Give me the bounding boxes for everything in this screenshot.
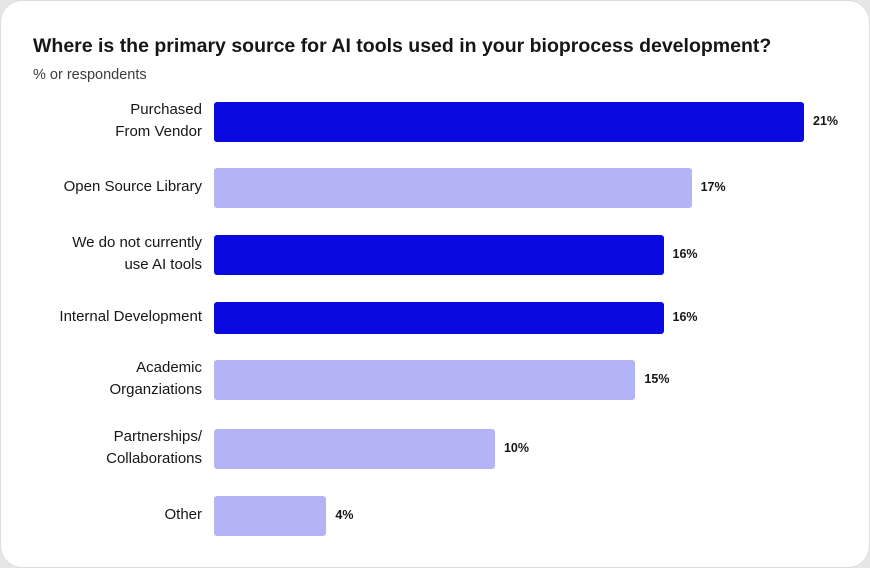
value-label: 17% [700, 180, 726, 194]
category-label-line: We do not currently [72, 234, 202, 251]
category-label-line: From Vendor [115, 123, 202, 140]
value-label: 16% [672, 310, 698, 324]
category-label: We do not currently use AI tools [12, 232, 202, 276]
category-label: Purchased From Vendor [12, 99, 202, 143]
category-label-line: use AI tools [124, 256, 202, 273]
category-label-line: Other [164, 506, 202, 523]
bar [214, 496, 327, 536]
value-label: 4% [335, 508, 354, 522]
category-label: Open Source Library [12, 176, 202, 198]
category-label-line: Purchased [130, 101, 202, 118]
chart-title: Where is the primary source for AI tools… [33, 35, 772, 57]
category-label-line: Academic [136, 359, 202, 376]
bar [214, 235, 664, 275]
category-label-line: Organziations [109, 381, 202, 398]
category-label: Academic Organziations [12, 357, 202, 401]
category-label-line: Collaborations [106, 450, 202, 467]
bar [214, 360, 636, 400]
category-label-line: Open Source Library [63, 178, 202, 195]
category-label: Internal Development [12, 306, 202, 328]
category-label: Other [12, 504, 202, 526]
bar [214, 168, 692, 208]
chart-subtitle: % or respondents [33, 67, 147, 83]
value-label: 16% [672, 247, 698, 261]
category-label-line: Internal Development [59, 308, 202, 325]
category-label-line: Partnerships/ [113, 428, 202, 445]
value-label: 15% [644, 372, 670, 386]
value-label: 21% [813, 114, 839, 128]
value-label: 10% [503, 441, 529, 455]
bar [214, 429, 495, 469]
category-label: Partnerships/Collaborations [12, 426, 202, 470]
bar [214, 102, 804, 142]
bar [214, 302, 664, 334]
